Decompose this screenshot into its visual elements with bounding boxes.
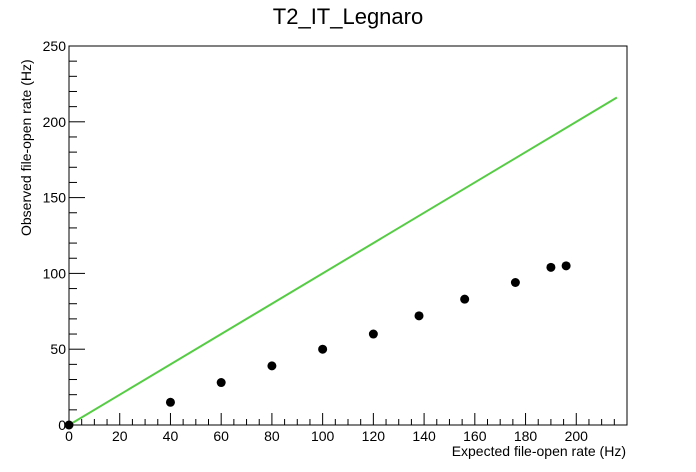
x-tick-label: 20 xyxy=(112,428,128,444)
y-tick-label: 250 xyxy=(43,38,67,54)
data-point xyxy=(460,294,470,304)
y-axis-label: Observed file-open rate (Hz) xyxy=(18,59,34,236)
chart-title: T2_IT_Legnaro xyxy=(272,4,424,29)
data-point xyxy=(64,420,74,430)
x-tick-label: 60 xyxy=(213,428,229,444)
x-axis-label: Expected file-open rate (Hz) xyxy=(451,443,626,459)
y-tick-label: 0 xyxy=(58,417,66,433)
x-tick-label: 140 xyxy=(412,428,436,444)
data-point xyxy=(546,262,556,272)
data-point xyxy=(267,361,277,371)
x-tick-label: 100 xyxy=(311,428,335,444)
data-point xyxy=(561,261,571,271)
data-point xyxy=(510,277,520,287)
x-tick-label: 180 xyxy=(514,428,538,444)
y-tick-label: 200 xyxy=(43,114,67,130)
y-tick-label: 50 xyxy=(50,341,66,357)
data-points xyxy=(64,261,571,430)
x-tick-label: 80 xyxy=(264,428,280,444)
plot-border xyxy=(68,45,628,426)
data-point xyxy=(318,344,328,354)
reference-line xyxy=(68,96,618,426)
plot-frame xyxy=(68,45,628,426)
data-point xyxy=(368,329,378,339)
minor-ticks xyxy=(69,60,615,425)
x-tick-label: 40 xyxy=(163,428,179,444)
data-point xyxy=(216,378,226,388)
axis-ticks: 0 20 40 60 80 100 120 140 160 180 200 0 50 100 150 200 2… xyxy=(43,38,589,444)
x-tick-label: 120 xyxy=(362,428,386,444)
x-tick-label: 160 xyxy=(463,428,487,444)
data-point xyxy=(165,397,175,407)
reference-line-layer xyxy=(68,96,618,426)
y-tick-label: 150 xyxy=(43,190,67,206)
data-point xyxy=(414,311,424,321)
x-tick-label: 0 xyxy=(65,428,73,444)
x-tick-label: 200 xyxy=(565,428,589,444)
y-tick-label: 100 xyxy=(43,265,67,281)
